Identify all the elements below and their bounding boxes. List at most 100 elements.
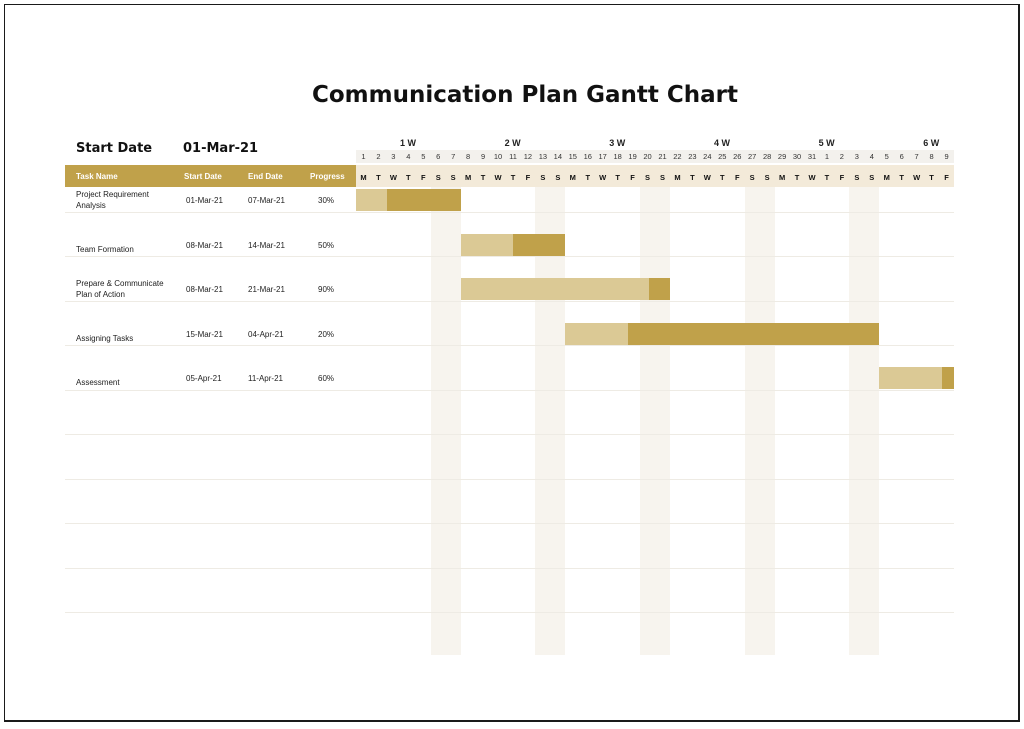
weekday-letter: M: [465, 173, 472, 182]
week-label: 3 W: [609, 138, 626, 148]
task-progress: 30%: [318, 196, 335, 205]
day-number: 25: [718, 152, 727, 161]
task-end: 14-Mar-21: [248, 240, 285, 250]
weekday-letter: T: [929, 173, 934, 182]
weekday-letter: S: [869, 173, 875, 182]
weekday-letter: S: [540, 173, 546, 182]
weekday-letter: T: [690, 173, 695, 182]
weekend-column: [430, 187, 446, 655]
day-number: 5: [421, 152, 426, 161]
day-number: 14: [553, 152, 563, 161]
day-number: 8: [929, 152, 934, 161]
weekday-letter: T: [480, 173, 486, 182]
weekday-letter: W: [808, 173, 816, 182]
weekend-column: [744, 187, 760, 655]
weekday-letter: F: [421, 173, 426, 182]
task-progress: 20%: [318, 329, 335, 339]
day-number: 29: [777, 152, 787, 161]
row-divider: [65, 523, 954, 524]
day-number: 4: [869, 152, 874, 161]
weekend-column: [849, 187, 865, 655]
day-number: 1: [824, 152, 830, 161]
day-number: 3: [391, 152, 396, 161]
task-start: 08-Mar-21: [186, 240, 223, 250]
weekday-letter: S: [749, 173, 755, 182]
weekend-column: [445, 187, 461, 655]
day-number: 15: [568, 152, 577, 161]
weekday-letter: F: [734, 173, 740, 182]
weekday-letter: T: [720, 173, 725, 182]
day-number: 5: [884, 152, 889, 161]
day-number: 4: [406, 152, 411, 161]
day-number: 19: [628, 152, 637, 161]
task-start: 01-Mar-21: [186, 196, 223, 205]
day-number: 6: [436, 152, 441, 161]
gantt-bar-planned[interactable]: [460, 278, 670, 300]
day-number: 9: [944, 152, 949, 161]
weekend-column: [759, 187, 775, 655]
day-number: 17: [598, 152, 607, 161]
task-name: Prepare & Communicate Plan of Action: [76, 279, 164, 299]
gantt-bar-progress[interactable]: [387, 189, 461, 211]
weekday-letter: S: [435, 173, 441, 182]
day-number: 11: [509, 152, 517, 161]
task-end: 11-Apr-21: [248, 374, 283, 383]
task-name: Team Formation: [76, 244, 134, 254]
row-divider: [65, 301, 954, 302]
task-start: 15-Mar-21: [186, 329, 223, 339]
start-date-value[interactable]: 01-Mar-21: [183, 141, 259, 156]
task-end: 21-Mar-21: [248, 285, 285, 294]
column-header-task: Task Name: [76, 172, 118, 181]
weekend-column: [535, 187, 551, 655]
weekday-letter: F: [630, 173, 635, 182]
weekday-letter: M: [883, 173, 890, 182]
weekday-letter: S: [854, 173, 860, 182]
weekend-column: [655, 187, 670, 655]
task-end: 04-Apr-21: [248, 329, 284, 339]
day-number: 6: [899, 152, 904, 161]
task-progress: 50%: [318, 240, 335, 250]
day-number: 27: [748, 152, 757, 161]
weekday-letter: S: [764, 173, 770, 182]
weekend-column: [864, 187, 880, 655]
row-divider: [65, 345, 954, 346]
task-progress: 60%: [318, 374, 335, 383]
gantt-bar-planned[interactable]: [879, 367, 954, 389]
week-label: 4 W: [713, 138, 730, 148]
weekday-letter: M: [360, 173, 367, 182]
day-number: 31: [807, 152, 817, 161]
weekday-band: [356, 165, 954, 187]
gantt-bar-progress[interactable]: [942, 367, 954, 389]
day-number: 28: [762, 152, 772, 161]
weekend-column: [640, 187, 656, 655]
gantt-bar-progress[interactable]: [649, 278, 670, 300]
day-number: 1: [361, 152, 366, 161]
row-divider: [65, 256, 954, 257]
day-number: 21: [658, 152, 667, 161]
day-number: 23: [688, 152, 697, 161]
weekday-letter: T: [824, 173, 830, 182]
weekday-letter: S: [450, 173, 456, 182]
day-number: 30: [792, 152, 802, 161]
week-label: 1 W: [400, 138, 417, 148]
day-number: 22: [673, 152, 682, 161]
week-label: 5 W: [818, 138, 835, 148]
day-number: 18: [613, 152, 622, 161]
task-start: 05-Apr-21: [186, 374, 222, 383]
day-number: 7: [914, 152, 919, 161]
weekday-letter: S: [645, 173, 651, 182]
weekday-letter: F: [525, 173, 531, 182]
row-divider: [65, 479, 954, 480]
row-divider: [65, 212, 954, 213]
weekday-letter: W: [389, 173, 397, 182]
start-date-label: Start Date: [76, 141, 153, 156]
day-number: 2: [376, 152, 381, 161]
gantt-bar-progress[interactable]: [628, 322, 880, 345]
column-header-end: End Date: [248, 172, 283, 181]
gantt-bar-progress[interactable]: [512, 233, 566, 256]
task-name: Project Requirement Analysis: [76, 190, 149, 210]
weekday-letter: T: [899, 173, 904, 182]
weekday-letter: W: [494, 173, 502, 182]
day-number: 20: [643, 152, 652, 161]
day-number: 12: [523, 152, 533, 161]
